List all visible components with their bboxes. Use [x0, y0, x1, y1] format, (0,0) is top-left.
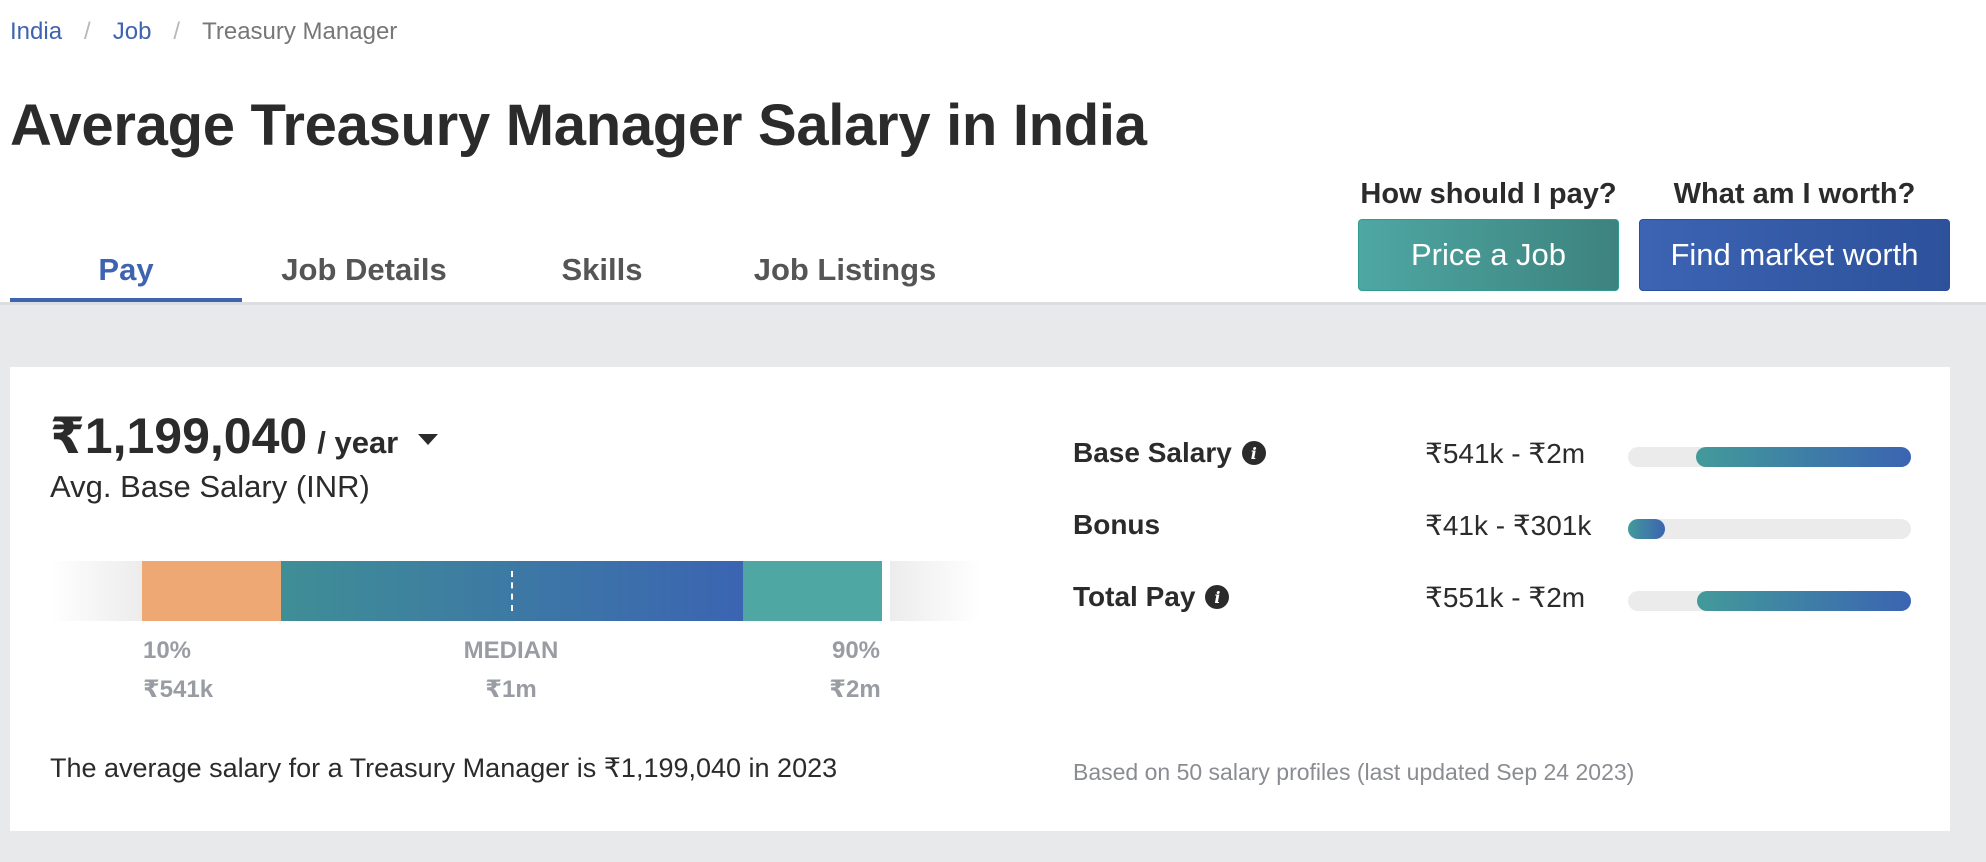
range-bar-fade-right — [890, 561, 980, 621]
breadcrumb: India / Job / Treasury Manager — [10, 18, 397, 46]
market-worth-question: What am I worth? — [1673, 178, 1916, 210]
find-market-worth-button[interactable]: Find market worth — [1639, 219, 1950, 291]
salary-summary: The average salary for a Treasury Manage… — [50, 753, 838, 783]
breakdown-range: ₹41k - ₹301k — [1425, 510, 1592, 541]
breakdown-range: ₹541k - ₹2m — [1425, 438, 1586, 469]
salary-value: ₹1,199,040 — [50, 408, 308, 464]
salary-card: ₹1,199,040 / year Avg. Base Salary (INR)… — [10, 367, 1950, 831]
page-title: Average Treasury Manager Salary in India — [10, 93, 1147, 158]
breakdown-row-base-salary: Base Salary i ₹541k - ₹2m — [1073, 437, 1913, 477]
caret-down-icon[interactable] — [418, 434, 439, 445]
tab-pay[interactable]: Pay — [10, 236, 242, 304]
breadcrumb-link-india[interactable]: India — [10, 18, 63, 45]
breakdown-fill — [1628, 519, 1665, 539]
breakdown-name: Base Salary i — [1073, 437, 1266, 469]
salary-amount: ₹1,199,040 / year — [50, 407, 439, 465]
breadcrumb-current: Treasury Manager — [202, 18, 398, 45]
breakdown-name: Total Pay i — [1073, 581, 1230, 613]
tab-skills[interactable]: Skills — [561, 252, 643, 287]
salary-footnote: Based on 50 salary profiles (last update… — [1073, 759, 1635, 785]
salary-label: Avg. Base Salary (INR) — [50, 469, 370, 504]
breakdown-range: ₹551k - ₹2m — [1425, 582, 1586, 613]
info-icon[interactable]: i — [1241, 441, 1266, 465]
median-label: MEDIAN — [463, 637, 559, 664]
price-job-cta: How should I pay? Price a Job — [1358, 178, 1619, 291]
info-icon[interactable]: i — [1205, 585, 1230, 609]
breadcrumb-link-job[interactable]: Job — [112, 18, 152, 45]
breakdown-track — [1628, 519, 1911, 539]
breakdown-name: Bonus — [1073, 509, 1160, 541]
breakdown-fill — [1697, 591, 1911, 611]
breakdown-track — [1628, 447, 1911, 467]
tab-job-details[interactable]: Job Details — [281, 252, 447, 287]
price-job-question: How should I pay? — [1360, 178, 1617, 210]
range-segment-high — [743, 561, 882, 621]
p90-label: 90% — [831, 637, 881, 664]
breakdown-row-total-pay: Total Pay i ₹551k - ₹2m — [1073, 581, 1913, 621]
range-segment-low — [142, 561, 281, 621]
breakdown-name-label: Bonus — [1073, 509, 1161, 540]
breakdown-fill — [1695, 447, 1911, 467]
breakdown-name-label: Total Pay — [1073, 581, 1196, 612]
range-bar-fade-left — [50, 561, 142, 621]
salary-period: / year — [317, 425, 399, 460]
tab-bar: Pay Job Details Skills Job Listings — [10, 236, 972, 304]
p10-label: 10% — [142, 637, 192, 664]
salary-range-bar — [50, 561, 980, 621]
breadcrumb-separator: / — [84, 18, 91, 45]
median-marker — [511, 571, 513, 611]
market-worth-cta: What am I worth? Find market worth — [1639, 178, 1950, 291]
tab-job-listings[interactable]: Job Listings — [753, 252, 937, 287]
p10-value: ₹541k — [142, 676, 214, 703]
breakdown-track — [1628, 591, 1911, 611]
tab-bar-divider — [0, 302, 1986, 305]
breadcrumb-separator: / — [173, 18, 181, 45]
p90-value: ₹2m — [829, 676, 881, 703]
breakdown-row-bonus: Bonus ₹41k - ₹301k — [1073, 509, 1913, 549]
price-a-job-button[interactable]: Price a Job — [1358, 219, 1619, 291]
breakdown-name-label: Base Salary — [1073, 437, 1232, 468]
median-value: ₹1m — [485, 676, 537, 703]
